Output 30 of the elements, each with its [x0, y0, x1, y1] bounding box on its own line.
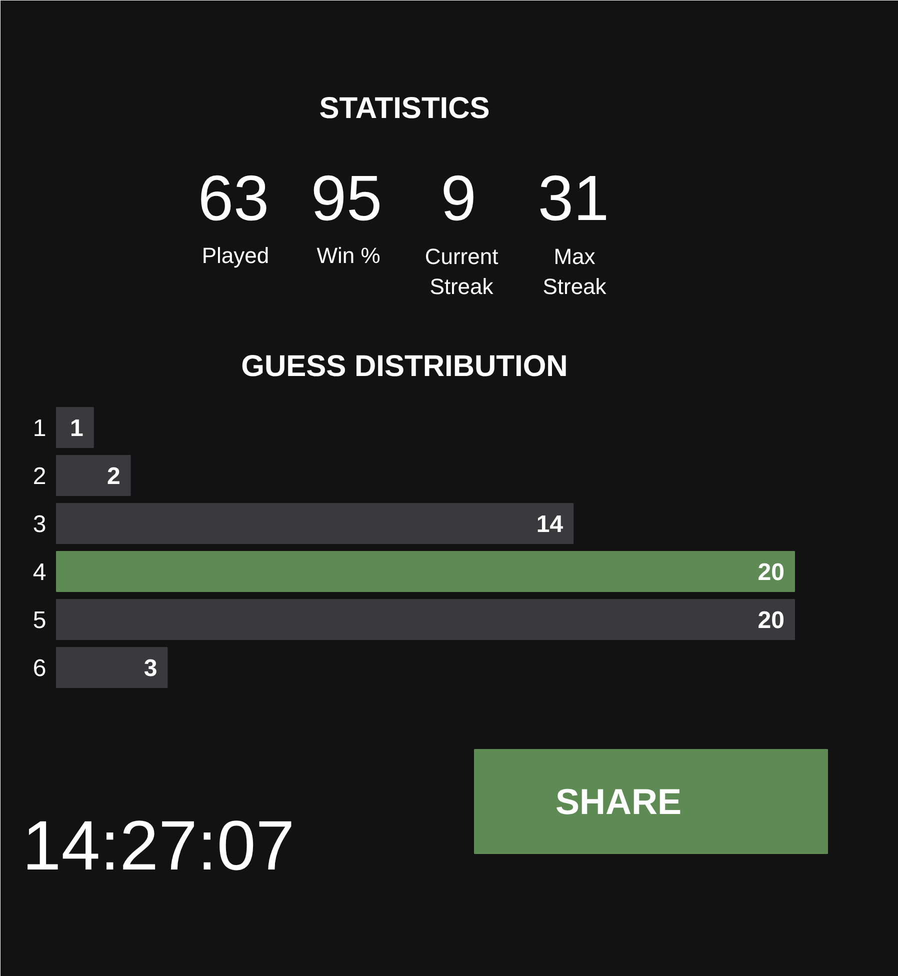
data-label: 1 [70, 415, 84, 442]
chart-title: GUESS DISTRIBUTION [241, 350, 568, 383]
text: 14:27:07 [22, 806, 295, 884]
data-label: 2 [106, 463, 120, 490]
bar [56, 503, 574, 544]
y-tick-label: 1 [32, 415, 46, 442]
bar [56, 647, 168, 688]
text: 9 [440, 162, 476, 234]
data-label: 3 [144, 655, 158, 682]
text: Current Streak [424, 244, 498, 299]
text: 95 [310, 162, 382, 234]
text: 31 [538, 162, 610, 234]
text: Max Streak [542, 244, 608, 299]
y-tick-label: 3 [32, 511, 46, 538]
text: Played [202, 243, 270, 268]
bar [56, 407, 94, 448]
text: STATISTICS [319, 92, 490, 125]
y-tick-label: 2 [32, 463, 46, 490]
text: SHARE [555, 781, 682, 822]
data-label: 14 [536, 511, 564, 538]
bar [56, 455, 131, 496]
data-label: 20 [758, 607, 785, 634]
bar [56, 551, 795, 592]
y-tick-label: 5 [32, 607, 46, 634]
bar [56, 599, 795, 640]
y-tick-label: 4 [32, 559, 46, 586]
data-label: 20 [758, 559, 785, 586]
y-tick-label: 6 [32, 655, 46, 682]
text: 63 [198, 162, 270, 234]
text: Win % [316, 243, 380, 268]
